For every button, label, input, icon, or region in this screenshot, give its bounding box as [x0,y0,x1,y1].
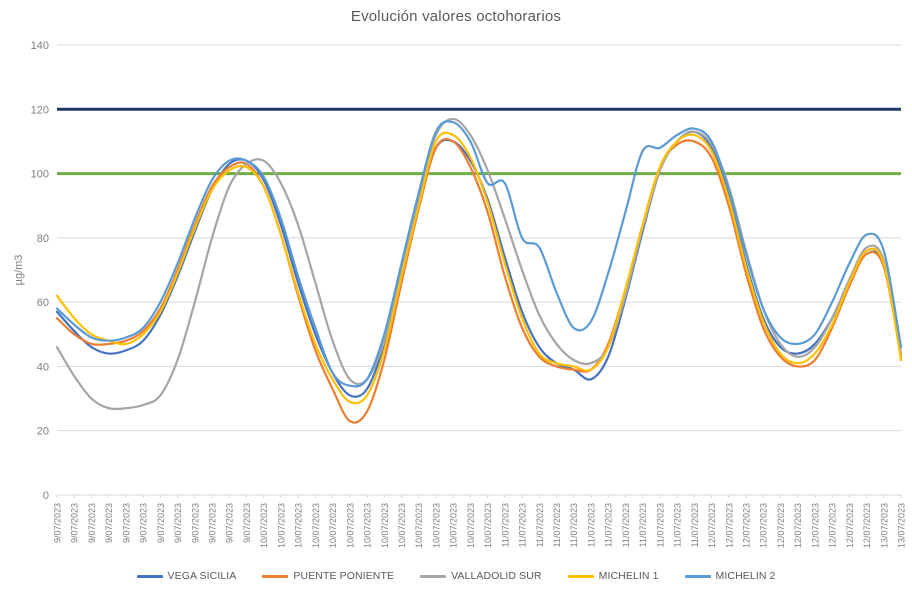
legend-item-label: MICHELIN 1 [598,570,659,582]
x-axis-tick-label: 10/07/2023 [328,503,338,548]
series-line [55,120,903,388]
data-series [55,117,903,424]
x-axis-tick-label: 10/07/2023 [345,503,355,548]
x-axis-tick-label: 11/07/2023 [586,503,596,547]
legend-color-swatch [684,574,711,578]
x-axis-tick-label: 12/07/2023 [707,503,717,548]
legend-item[interactable]: PUENTE PONIENTE [262,570,394,582]
x-axis-tick-label: 12/07/2023 [759,503,769,548]
x-axis-tick-label: 9/07/2023 [225,503,235,543]
x-axis-tick-label: 12/07/2023 [828,503,838,548]
legend-color-swatch [567,574,594,578]
x-axis-tick-label: 10/07/2023 [294,503,304,548]
x-axis-tick-label: 12/07/2023 [862,503,872,548]
y-axis-tick-labels: 0 20 40 60 80 100 120 140 [31,40,49,502]
x-axis-tick-label: 10/07/2023 [276,503,286,548]
x-axis-tick-label: 11/07/2023 [673,503,683,547]
x-axis-tick-label: 9/07/2023 [104,503,114,543]
x-axis-tick-label: 9/07/2023 [156,503,166,543]
x-axis-tick-label: 10/07/2023 [380,503,390,548]
y-axis-tick-label: 80 [37,233,49,245]
legend-item[interactable]: VEGA SICILIA [136,570,237,582]
chart-title: Evolución valores octohorarios [350,8,562,25]
legend-item[interactable]: MICHELIN 1 [567,570,659,582]
y-axis-tick-label: 20 [37,426,49,438]
x-axis-tick-label: 10/07/2023 [414,503,424,548]
x-axis-tick-label: 9/07/2023 [173,503,183,543]
y-axis-tick-label: 60 [37,297,49,309]
x-axis-tick-label: 10/07/2023 [431,503,441,548]
x-axis-tick-label: 9/07/2023 [87,503,97,543]
x-axis-tick-label: 9/07/2023 [208,503,218,543]
x-axis-tick-label: 9/07/2023 [242,503,252,543]
y-axis-tick-label: 120 [31,104,49,116]
legend-item-label: MICHELIN 2 [715,570,776,582]
series-line [55,137,903,424]
series-line [55,131,903,405]
x-axis-tick-label: 9/07/2023 [139,503,149,543]
x-axis-tick-label: 11/07/2023 [655,503,665,547]
x-axis-tick-label: 11/07/2023 [518,503,528,547]
x-axis-tick-label: 11/07/2023 [604,503,614,547]
x-axis-tick-label: 9/07/2023 [53,503,63,543]
legend-color-swatch [136,574,163,578]
y-axis-title-text: µg/m3 [13,255,25,286]
gridlines [57,44,901,496]
legend-color-swatch [262,574,289,578]
x-axis-tick-label: 12/07/2023 [741,503,751,548]
x-axis-tick-label: 10/07/2023 [466,503,476,548]
y-axis-title: µg/m3 [13,255,25,286]
x-axis-tick-label: 12/07/2023 [810,503,820,548]
x-axis-tick-label: 11/07/2023 [535,503,545,547]
legend-item-label: PUENTE PONIENTE [293,570,395,582]
x-axis-tick-labels: 9/07/2023 9/07/2023 9/07/2023 9/07/2023 9/07… [53,495,907,548]
legend-item-label: VALLADOLID SUR [451,570,542,582]
y-axis-tick-label: 100 [31,169,49,181]
legend-color-swatch [420,574,447,578]
x-axis-tick-label: 9/07/2023 [190,503,200,543]
x-axis-tick-label: 11/07/2023 [569,503,579,547]
x-axis-tick-label: 9/07/2023 [70,503,80,543]
legend-item[interactable]: VALLADOLID SUR [420,570,542,582]
y-axis-tick-label: 0 [43,490,49,502]
x-axis-tick-label: 10/07/2023 [449,503,459,548]
x-axis-tick-label: 13/07/2023 [879,503,889,548]
x-axis-tick-label: 12/07/2023 [793,503,803,548]
y-axis-tick-label: 40 [37,361,49,373]
x-axis-tick-label: 9/07/2023 [121,503,131,543]
x-axis-tick-label: 13/07/2023 [897,503,907,548]
x-axis-tick-label: 12/07/2023 [776,503,786,548]
reference-lines [57,107,901,176]
x-axis-tick-label: 10/07/2023 [483,503,493,548]
legend-item[interactable]: MICHELIN 2 [684,570,776,582]
x-axis-tick-label: 12/07/2023 [724,503,734,548]
x-axis-tick-label: 11/07/2023 [621,503,631,547]
x-axis-tick-label: 10/07/2023 [397,503,407,548]
y-axis-tick-label: 140 [31,40,49,52]
x-axis-tick-label: 10/07/2023 [259,503,269,548]
x-axis-tick-label: 10/07/2023 [311,503,321,548]
chart-legend: VEGA SICILIA PUENTE PONIENTE VALLADOLID SU… [0,570,912,582]
x-axis-tick-label: 11/07/2023 [690,503,700,547]
legend-item-label: VEGA SICILIA [167,570,237,582]
x-axis-tick-label: 11/07/2023 [500,503,510,547]
x-axis-tick-label: 10/07/2023 [363,503,373,548]
x-axis-tick-label: 11/07/2023 [638,503,648,547]
x-axis-tick-label: 12/07/2023 [845,503,855,548]
x-axis-tick-label: 11/07/2023 [552,503,562,547]
series-line [55,130,903,398]
